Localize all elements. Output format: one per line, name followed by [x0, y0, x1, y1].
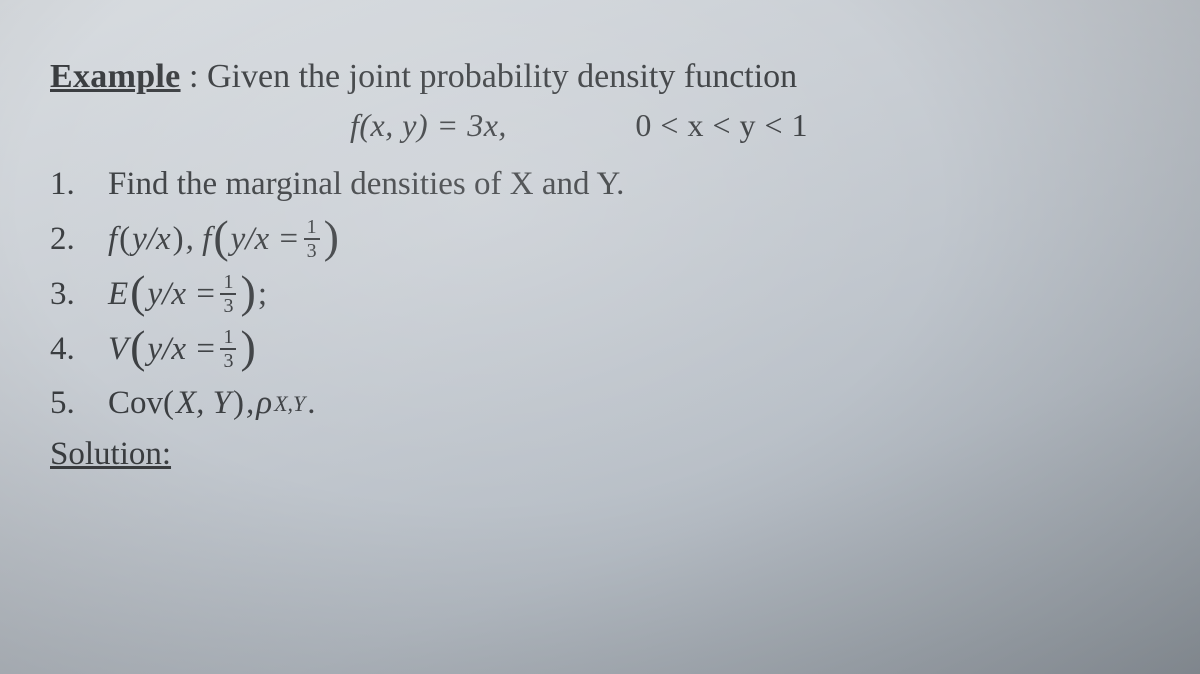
list-item: 4. V (y/x = 1 3 ) — [50, 323, 1140, 376]
item-number: 5. — [50, 377, 108, 430]
example-label: Example — [50, 58, 181, 95]
item-text: Find the marginal densities of X and Y. — [108, 158, 624, 211]
fraction-one-third: 1 3 — [220, 272, 236, 316]
list-item: 2. f(y/x), f (y/x = 1 3 ) — [50, 213, 1140, 266]
list-item: 5. Cov(X, Y), ρX,Y . — [50, 377, 1140, 430]
example-header: Example : Given the joint probability de… — [50, 55, 1140, 99]
page-content: Example : Given the joint probability de… — [50, 55, 1140, 473]
question-list: 1. Find the marginal densities of X and … — [50, 158, 1140, 430]
solution-label: Solution: — [50, 436, 1140, 473]
prompt-text: Given the joint probability density func… — [207, 58, 797, 95]
list-item: 1. Find the marginal densities of X and … — [50, 158, 1140, 211]
list-item: 3. E (y/x = 1 3 ) ; — [50, 268, 1140, 321]
example-suffix: : — [181, 58, 199, 95]
density-line: f(x, y) = 3x, 0 < x < y < 1 — [350, 107, 1140, 144]
item-math: E (y/x = 1 3 ) ; — [108, 268, 267, 321]
density-condition: 0 < x < y < 1 — [635, 107, 808, 144]
fraction-one-third: 1 3 — [304, 217, 320, 261]
item-number: 3. — [50, 268, 108, 321]
item-number: 1. — [50, 158, 108, 211]
item-math: V (y/x = 1 3 ) — [108, 323, 256, 376]
fraction-one-third: 1 3 — [220, 327, 236, 371]
item-math: Cov(X, Y), ρX,Y . — [108, 377, 316, 430]
density-expr: f(x, y) = 3x, — [350, 107, 507, 144]
item-number: 2. — [50, 213, 108, 266]
item-math: f(y/x), f (y/x = 1 3 ) — [108, 213, 339, 266]
item-number: 4. — [50, 323, 108, 376]
